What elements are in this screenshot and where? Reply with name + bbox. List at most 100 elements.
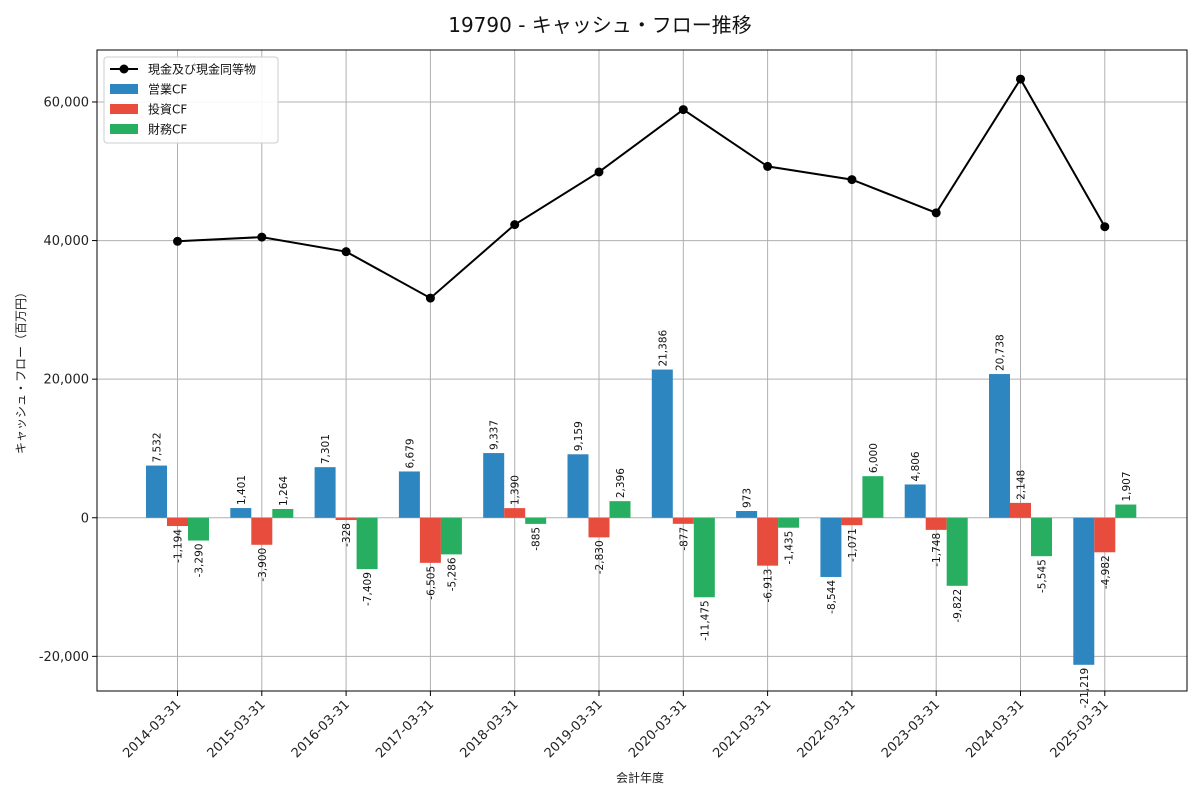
bar-営業CF-2025-03-31: [1073, 517, 1095, 665]
legend-label: 現金及び現金同等物: [148, 62, 256, 77]
bar-value-label: 6,000: [868, 443, 880, 473]
bar-value-label: 20,738: [995, 334, 1007, 371]
bar-value-label: -3,290: [194, 544, 206, 578]
x-tick-label: 2014-03-31: [120, 697, 184, 761]
bar-value-label: -21,219: [1079, 668, 1091, 709]
bar-営業CF-2018-03-31: [483, 453, 505, 518]
bar-営業CF-2021-03-31: [736, 511, 758, 518]
bar-営業CF-2023-03-31: [904, 484, 926, 518]
cash-balance-point-2016-03-31: [341, 247, 351, 257]
bar-value-label: 1,264: [278, 476, 290, 506]
legend-bar-swatch: [110, 84, 138, 94]
bar-投資CF-2020-03-31: [672, 517, 694, 524]
bar-財務CF-2022-03-31: [862, 476, 884, 518]
x-tick-label: 2017-03-31: [373, 697, 437, 761]
cash-balance-point-2018-03-31: [510, 220, 520, 230]
bar-営業CF-2024-03-31: [989, 374, 1010, 518]
bar-value-label: 9,337: [489, 420, 501, 450]
x-axis: 2014-03-31 2015-03-31 2016-03-31 2017-03-31…: [120, 691, 1112, 761]
bar-value-label: -328: [341, 523, 353, 547]
cash-balance-point-2015-03-31: [257, 232, 267, 242]
legend-label: 営業CF: [148, 83, 187, 97]
bar-value-label: -2,830: [594, 540, 606, 574]
bar-value-label: -1,194: [173, 529, 185, 563]
bar-value-label: -8,544: [826, 580, 838, 614]
y-tick-label: 20,000: [44, 373, 90, 388]
legend-bar-swatch: [110, 104, 138, 114]
x-tick-label: 2018-03-31: [457, 697, 521, 761]
y-tick-label: 60,000: [44, 95, 90, 110]
bar-営業CF-2015-03-31: [230, 508, 252, 518]
x-tick-label: 2022-03-31: [795, 697, 859, 761]
x-tick-label: 2015-03-31: [205, 697, 269, 761]
bar-value-label: 2,148: [1016, 470, 1028, 500]
cash-balance-point-2017-03-31: [425, 293, 435, 303]
bar-value-label: -1,435: [784, 531, 796, 565]
bar-value-label: -6,505: [425, 566, 437, 600]
x-tick-label: 2023-03-31: [879, 697, 943, 761]
bar-value-label: -1,748: [931, 533, 943, 567]
bar-value-label: 21,386: [657, 329, 669, 366]
legend-marker: [119, 64, 129, 74]
cash-balance-point-2021-03-31: [763, 161, 773, 171]
bar-value-label: -11,475: [699, 600, 711, 641]
bar-投資CF-2014-03-31: [167, 517, 188, 527]
x-tick-label: 2020-03-31: [626, 697, 690, 761]
bar-value-label: -3,900: [257, 548, 269, 582]
bar-投資CF-2015-03-31: [251, 517, 273, 545]
legend-bar-swatch: [110, 124, 138, 134]
bar-value-label: -7,409: [362, 572, 374, 606]
bar-value-label: -5,286: [446, 557, 458, 591]
bar-投資CF-2018-03-31: [504, 508, 526, 518]
bar-投資CF-2024-03-31: [1010, 502, 1031, 518]
bar-value-label: 2,396: [615, 468, 627, 498]
cash-balance-line: [177, 77, 1106, 300]
y-axis: -20,000 0 20,000 40,000 60,000: [39, 95, 97, 665]
bar-value-label: -1,071: [847, 528, 859, 562]
bar-value-label: -877: [678, 527, 690, 551]
bar-value-label: -885: [531, 527, 543, 551]
cash-balance-point-2022-03-31: [847, 175, 857, 185]
bar-営業CF-2019-03-31: [567, 454, 589, 518]
bar-財務CF-2024-03-31: [1031, 517, 1052, 557]
bar-value-label: -6,913: [763, 569, 775, 603]
bar-value-label: 6,679: [404, 438, 416, 468]
y-tick-label: -20,000: [39, 650, 89, 665]
bar-財務CF-2017-03-31: [440, 517, 462, 555]
bar-value-label: 7,532: [152, 432, 164, 462]
legend-box: [103, 56, 279, 144]
chart-title: 19790 - キャッシュ・フロー推移: [448, 13, 752, 37]
bar-財務CF-2015-03-31: [272, 508, 294, 518]
bar-財務CF-2021-03-31: [778, 517, 800, 528]
line-layer: [173, 74, 1110, 303]
bar-財務CF-2014-03-31: [188, 517, 209, 541]
bar-投資CF-2023-03-31: [925, 517, 947, 530]
grid-layer: [97, 50, 1187, 691]
x-tick-label: 2019-03-31: [542, 697, 606, 761]
bar-営業CF-2017-03-31: [398, 471, 420, 518]
bar-財務CF-2019-03-31: [609, 501, 631, 518]
bars-layer: [146, 369, 1137, 665]
bar-value-label: -9,822: [952, 589, 964, 623]
bar-value-label: 4,806: [910, 451, 922, 481]
bar-投資CF-2016-03-31: [335, 517, 357, 521]
legend-label: 財務CF: [148, 122, 187, 137]
bar-value-label: 1,401: [236, 475, 248, 505]
cash-balance-point-2024-03-31: [1016, 74, 1025, 84]
y-axis-title: キャッシュ・フロー（百万円）: [14, 286, 28, 454]
bar-営業CF-2014-03-31: [146, 465, 167, 518]
bar-value-label: 1,907: [1121, 471, 1133, 501]
cash-balance-point-2023-03-31: [931, 208, 941, 218]
bar-営業CF-2016-03-31: [314, 467, 336, 518]
bar-投資CF-2021-03-31: [757, 517, 779, 566]
value-labels-layer: 7,532 1,401 7,301 6,679 9,337 9,159 21,386 973 -…: [152, 329, 1133, 708]
bar-value-label: 1,390: [510, 475, 522, 505]
x-tick-label: 2024-03-31: [963, 697, 1027, 761]
bar-投資CF-2025-03-31: [1094, 517, 1116, 553]
y-tick-label: 0: [81, 511, 89, 526]
bar-投資CF-2017-03-31: [419, 517, 441, 563]
bar-value-label: 973: [742, 488, 754, 508]
legend-label: 投資CF: [148, 102, 187, 117]
bar-value-label: 9,159: [573, 421, 585, 451]
